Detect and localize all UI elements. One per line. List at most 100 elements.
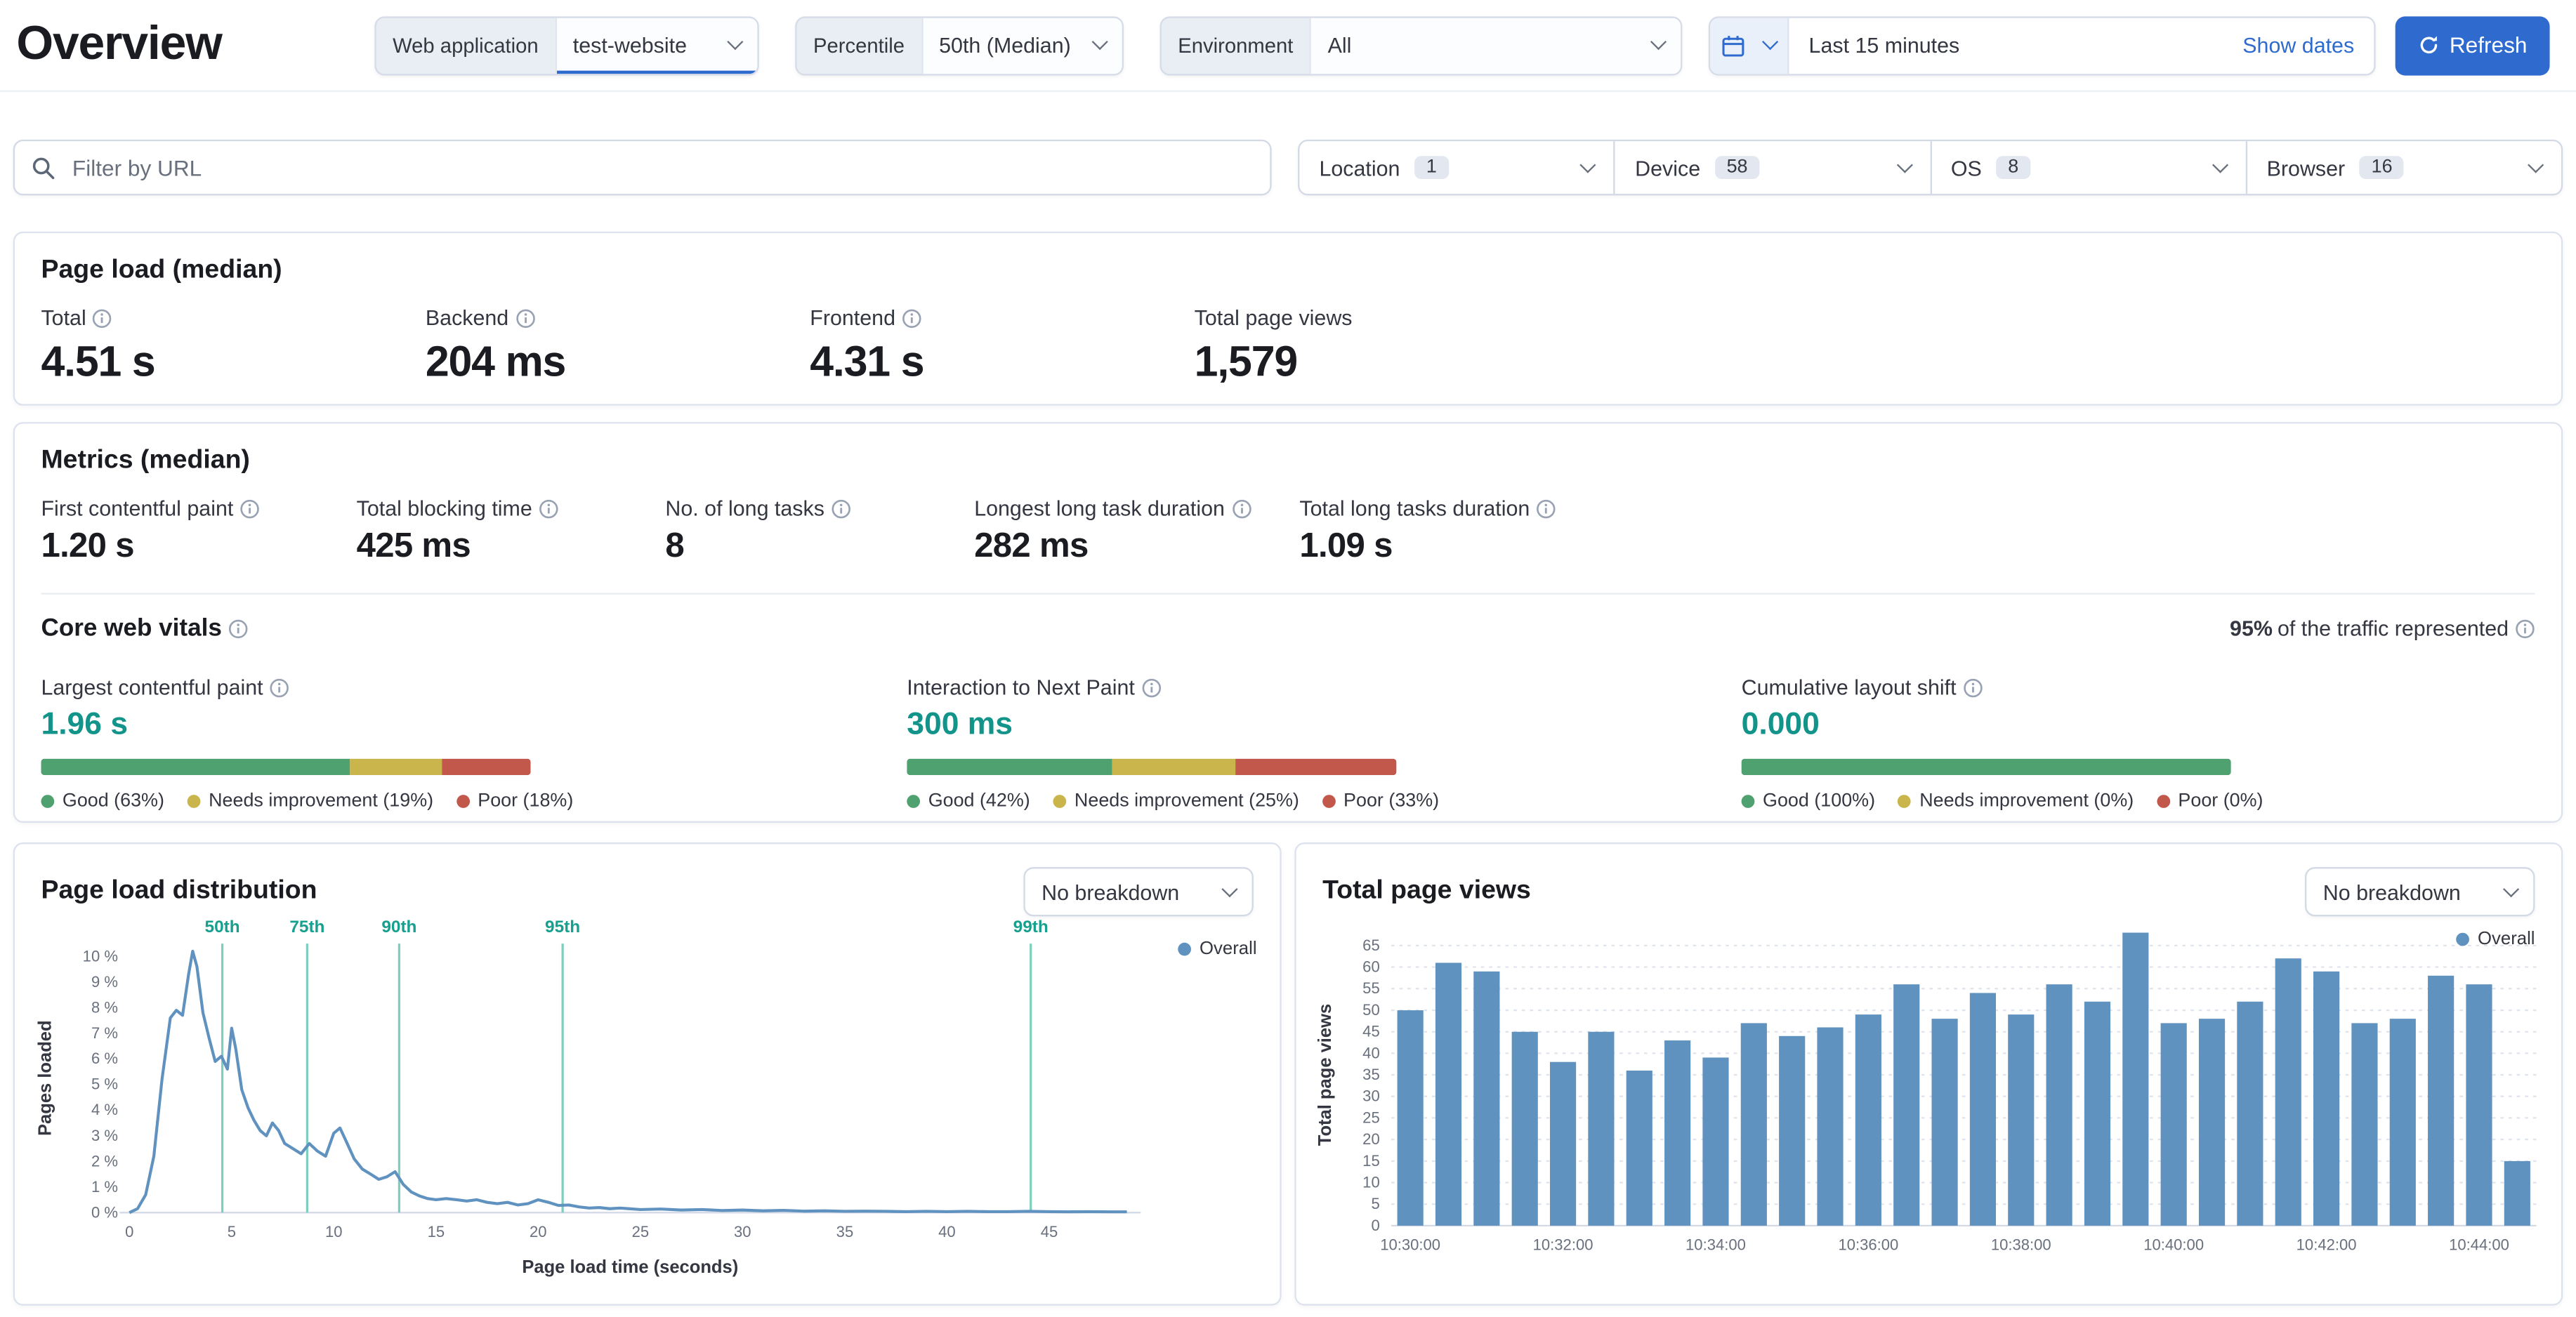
info-icon[interactable] — [93, 308, 112, 328]
stat-value: 4.31 s — [810, 336, 924, 386]
page-load-panel: Page load (median) Total 4.51 s Backend … — [13, 231, 2563, 406]
show-dates-button[interactable]: Show dates — [2223, 33, 2374, 58]
facet-location[interactable]: Location 1 — [1299, 141, 1613, 194]
facet-browser[interactable]: Browser 16 — [2245, 141, 2561, 194]
svg-text:25: 25 — [1362, 1108, 1380, 1126]
svg-text:30: 30 — [1362, 1087, 1380, 1105]
filter-bar: Location 1 Device 58 OS 8 Browser 16 — [13, 139, 2563, 196]
svg-text:5: 5 — [228, 1223, 236, 1240]
percentile-label: Percentile — [813, 33, 905, 57]
svg-text:40: 40 — [938, 1223, 956, 1240]
chart-legend-overall[interactable]: Overall — [1178, 939, 1257, 959]
stat-value: 425 ms — [356, 527, 471, 565]
svg-text:10:34:00: 10:34:00 — [1685, 1236, 1746, 1254]
web-application-select[interactable]: Web application test-website — [374, 15, 759, 75]
facet-os[interactable]: OS 8 — [1929, 141, 2245, 194]
svg-text:20: 20 — [530, 1223, 547, 1240]
svg-text:30: 30 — [734, 1223, 751, 1240]
svg-text:15: 15 — [1362, 1152, 1380, 1170]
refresh-button[interactable]: Refresh — [2395, 15, 2551, 75]
time-range-picker: Last 15 minutes Show dates — [1708, 15, 2376, 75]
stat-total: Total 4.51 s — [41, 305, 425, 388]
page-load-distribution-chart[interactable]: 0 % 1 % 2 % 3 % 4 % 5 % 6 % 7 % 8 % 9 % 10 % 0 5 10 15… — [15, 844, 1280, 1304]
facet-device[interactable]: Device 58 — [1613, 141, 1930, 194]
info-icon[interactable] — [515, 308, 535, 328]
environment-value: All — [1327, 32, 1352, 58]
time-range-value[interactable]: Last 15 minutes — [1808, 32, 1960, 58]
svg-text:10: 10 — [1362, 1174, 1380, 1191]
svg-text:1 %: 1 % — [91, 1178, 118, 1196]
svg-text:5: 5 — [1371, 1195, 1379, 1212]
info-icon[interactable] — [2515, 618, 2535, 638]
chart-legend-overall[interactable]: Overall — [2456, 929, 2535, 949]
stat-value: 1.09 s — [1299, 527, 1393, 565]
svg-text:10 %: 10 % — [83, 947, 118, 965]
info-icon[interactable] — [1141, 677, 1161, 697]
stat-frontend: Frontend 4.31 s — [810, 305, 1194, 388]
info-icon[interactable] — [1537, 498, 1556, 518]
svg-text:10:30:00: 10:30:00 — [1380, 1236, 1440, 1254]
stat-value: 8 — [665, 527, 685, 565]
divider — [41, 593, 2535, 595]
total-page-views-chart[interactable]: 0 5 10 15 20 25 30 35 40 45 50 55 60 65 10:30:00 10:32:… — [1296, 844, 2561, 1304]
info-icon[interactable] — [1963, 677, 1983, 697]
url-filter-search[interactable] — [13, 139, 1272, 196]
stat-value: 204 ms — [425, 336, 566, 386]
breakdown-select[interactable]: No breakdown — [2305, 867, 2535, 917]
info-icon[interactable] — [240, 498, 260, 518]
svg-text:35: 35 — [1362, 1066, 1380, 1083]
percentile-select[interactable]: Percentile 50th (Median) — [795, 15, 1124, 75]
panel-title: Total page views — [1322, 877, 1531, 905]
chevron-down-icon — [727, 34, 744, 51]
svg-text:0 %: 0 % — [91, 1203, 118, 1221]
page-load-distribution-panel: 0 % 1 % 2 % 3 % 4 % 5 % 6 % 7 % 8 % 9 % 10 % 0 5 10 15… — [13, 842, 1282, 1306]
stat-fcp: First contentful paint 1.20 s — [41, 496, 356, 567]
svg-text:8 %: 8 % — [91, 998, 118, 1016]
breakdown-select[interactable]: No breakdown — [1023, 867, 1254, 917]
svg-text:5 %: 5 % — [91, 1076, 118, 1093]
stat-tbt: Total blocking time 425 ms — [357, 496, 666, 567]
vital-largest-contentful-paint: Largest contentful paint 1.96 s Good (63… — [41, 675, 907, 812]
needs-improvement-dot — [1053, 795, 1067, 808]
refresh-icon — [2420, 36, 2438, 54]
info-icon[interactable] — [902, 308, 921, 328]
svg-text:35: 35 — [836, 1223, 854, 1240]
panel-title: Metrics (median) — [41, 446, 250, 475]
svg-text:10:40:00: 10:40:00 — [2143, 1236, 2204, 1254]
quick-select-calendar-button[interactable] — [1710, 17, 1789, 74]
vital-cumulative-layout-shift: Cumulative layout shift 0.000 Good (100%… — [1741, 675, 2263, 812]
series-dot — [2456, 932, 2470, 946]
svg-text:45: 45 — [1041, 1223, 1058, 1240]
info-icon[interactable] — [228, 618, 248, 638]
info-icon[interactable] — [539, 498, 558, 518]
svg-text:0: 0 — [125, 1223, 133, 1240]
count-badge: 1 — [1414, 156, 1449, 179]
svg-text:50: 50 — [1362, 1001, 1380, 1019]
svg-text:55: 55 — [1362, 979, 1380, 997]
svg-text:Total page views: Total page views — [1315, 1004, 1335, 1146]
svg-text:25: 25 — [632, 1223, 650, 1240]
stat-backend: Backend 204 ms — [426, 305, 810, 388]
stat-value: 1,579 — [1194, 336, 1299, 386]
url-filter-input[interactable] — [69, 153, 1254, 182]
chevron-down-icon — [2503, 880, 2520, 897]
info-icon[interactable] — [1231, 498, 1251, 518]
svg-text:0: 0 — [1371, 1217, 1379, 1234]
core-web-vitals-title: Core web vitals — [41, 614, 248, 642]
poor-dot — [456, 795, 470, 808]
poor-dot — [1322, 795, 1336, 808]
vital-value: 300 ms — [907, 708, 1013, 743]
svg-text:10:36:00: 10:36:00 — [1838, 1236, 1898, 1254]
info-icon[interactable] — [270, 677, 289, 697]
good-dot — [1741, 795, 1755, 808]
chevron-down-icon — [1221, 880, 1238, 897]
info-icon[interactable] — [831, 498, 850, 518]
environment-select[interactable]: Environment All — [1159, 15, 1683, 75]
needs-improvement-dot — [187, 795, 201, 808]
svg-text:Page load time (seconds): Page load time (seconds) — [522, 1257, 738, 1277]
stat-total-long-tasks: Total long tasks duration 1.09 s — [1299, 496, 1556, 567]
svg-text:7 %: 7 % — [91, 1024, 118, 1042]
count-badge: 16 — [2360, 156, 2404, 179]
vital-value: 0.000 — [1741, 708, 1820, 743]
